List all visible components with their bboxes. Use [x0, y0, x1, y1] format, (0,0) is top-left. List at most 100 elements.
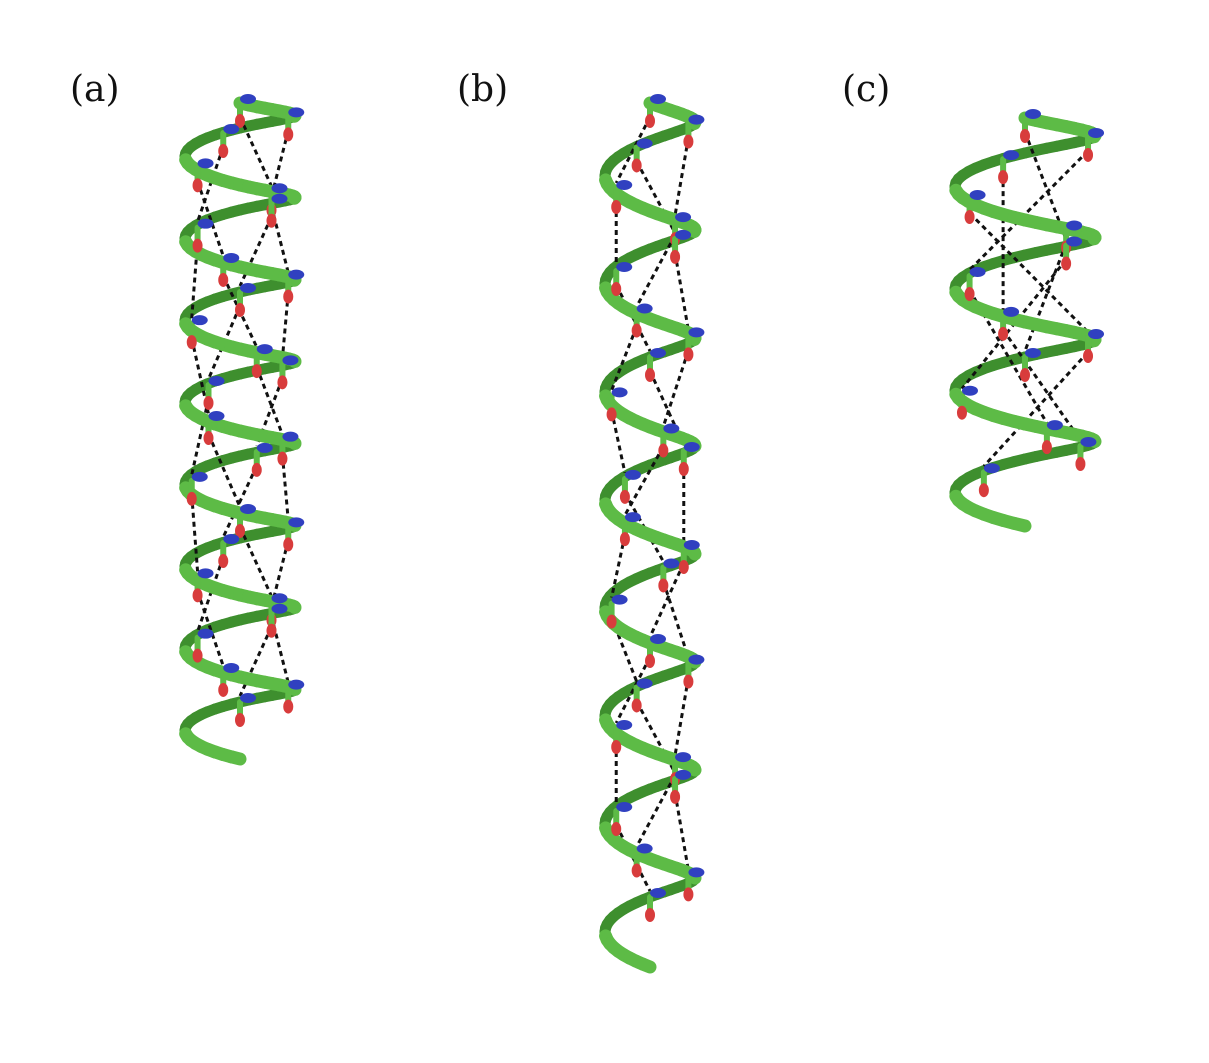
nitrogen-atom — [683, 442, 700, 452]
oxygen-atom — [235, 303, 245, 317]
oxygen-atom — [218, 554, 229, 569]
oxygen-atom — [978, 483, 989, 498]
oxygen-atom — [251, 364, 262, 379]
oxygen-atom — [670, 249, 681, 264]
hydrogen-bond — [614, 656, 652, 724]
nitrogen-atom — [650, 888, 666, 898]
oxygen-atom — [670, 789, 681, 804]
nitrogen-atom — [256, 344, 273, 355]
hydrogen-bond — [280, 454, 290, 521]
nitrogen-atom — [688, 327, 705, 338]
nitrogen-atom — [240, 693, 256, 703]
nitrogen-atom — [650, 94, 666, 104]
nitrogen-atom — [197, 628, 214, 639]
nitrogen-atom — [616, 180, 633, 190]
nitrogen-atom — [223, 252, 240, 263]
nitrogen-atom — [197, 218, 214, 229]
oxygen-atom — [203, 431, 214, 446]
hydrogen-bond — [610, 325, 639, 391]
nitrogen-atom — [683, 540, 700, 550]
hydrogen-bond — [1001, 328, 1082, 441]
oxygen-atom — [619, 489, 630, 504]
oxygen-atom — [283, 699, 294, 714]
nitrogen-atom — [1003, 306, 1020, 317]
nitrogen-atom — [1066, 236, 1083, 247]
oxygen-atom — [645, 368, 655, 382]
hydrogen-bond — [661, 581, 690, 659]
hydrogen-bond — [968, 289, 1049, 424]
nitrogen-atom — [616, 802, 633, 812]
nitrogen-atom — [650, 634, 666, 644]
oxygen-atom — [186, 491, 197, 506]
nitrogen-atom — [1046, 420, 1063, 431]
nitrogen-atom — [616, 720, 633, 730]
nitrogen-atom — [636, 843, 653, 854]
oxygen-atom — [192, 238, 203, 253]
nitrogen-atom — [1080, 437, 1097, 447]
hydrogen-bond — [635, 234, 677, 308]
oxygen-atom — [1083, 147, 1094, 162]
nitrogen-atom — [223, 534, 240, 545]
oxygen-atom — [683, 347, 694, 362]
nitrogen-atom — [271, 183, 288, 194]
nitrogen-atom — [191, 315, 208, 326]
oxygen-atom — [218, 144, 229, 159]
nitrogen-atom — [288, 269, 305, 280]
nitrogen-atom — [256, 442, 273, 453]
oxygen-atom — [192, 648, 203, 663]
oxygen-atom — [1041, 440, 1052, 455]
nitrogen-atom — [688, 114, 705, 125]
oxygen-atom — [606, 614, 617, 629]
nitrogen-atom — [688, 867, 705, 878]
oxygen-atom — [266, 213, 277, 228]
oxygen-atom — [678, 462, 689, 476]
oxygen-atom — [1075, 457, 1086, 471]
nitrogen-atom — [1003, 150, 1020, 161]
oxygen-atom — [277, 375, 288, 390]
oxygen-atom — [683, 674, 694, 689]
oxygen-atom — [998, 170, 1009, 185]
oxygen-atom — [235, 713, 245, 727]
hydrogen-bond — [196, 590, 225, 667]
nitrogen-atom — [1025, 348, 1041, 358]
oxygen-atom — [964, 287, 975, 301]
nitrogen-atom — [675, 212, 692, 223]
hydrogen-bond — [196, 556, 225, 633]
oxygen-atom — [619, 532, 630, 547]
oxygen-atom — [631, 323, 642, 338]
nitrogen-atom — [208, 411, 225, 422]
hydrogen-bond — [673, 252, 690, 331]
oxygen-atom — [956, 405, 967, 420]
hydrogen-bond — [982, 351, 1090, 468]
nitrogen-atom — [969, 267, 986, 277]
hydrogen-bond — [280, 292, 290, 359]
hydrogen-bond — [673, 677, 690, 756]
nitrogen-atom — [624, 512, 641, 523]
oxygen-atom — [192, 588, 203, 603]
oxygen-atom — [1020, 368, 1030, 382]
nitrogen-atom — [675, 229, 692, 240]
oxygen-atom — [192, 178, 203, 193]
nitrogen-atom — [288, 107, 305, 118]
oxygen-atom — [683, 134, 694, 149]
oxygen-atom — [683, 887, 694, 902]
oxygen-atom — [606, 407, 617, 422]
oxygen-atom — [283, 537, 294, 552]
oxygen-atom — [203, 395, 214, 410]
hydrogen-bond — [648, 562, 686, 638]
hydrogen-bond — [673, 137, 690, 216]
oxygen-atom — [645, 654, 655, 668]
oxygen-atom — [645, 114, 655, 128]
nitrogen-atom — [271, 193, 288, 204]
nitrogen-atom — [240, 94, 256, 104]
panel-c-label: (c) — [842, 69, 891, 110]
nitrogen-atom — [688, 654, 705, 665]
oxygen-atom — [631, 698, 642, 713]
hydrogen-bond — [968, 211, 1090, 334]
oxygen-atom — [218, 682, 229, 697]
oxygen-atom — [631, 158, 642, 173]
panel-b-label: (b) — [457, 69, 509, 110]
nitrogen-atom — [197, 568, 214, 579]
helix-a-diagram — [179, 94, 305, 766]
atoms — [606, 94, 705, 922]
